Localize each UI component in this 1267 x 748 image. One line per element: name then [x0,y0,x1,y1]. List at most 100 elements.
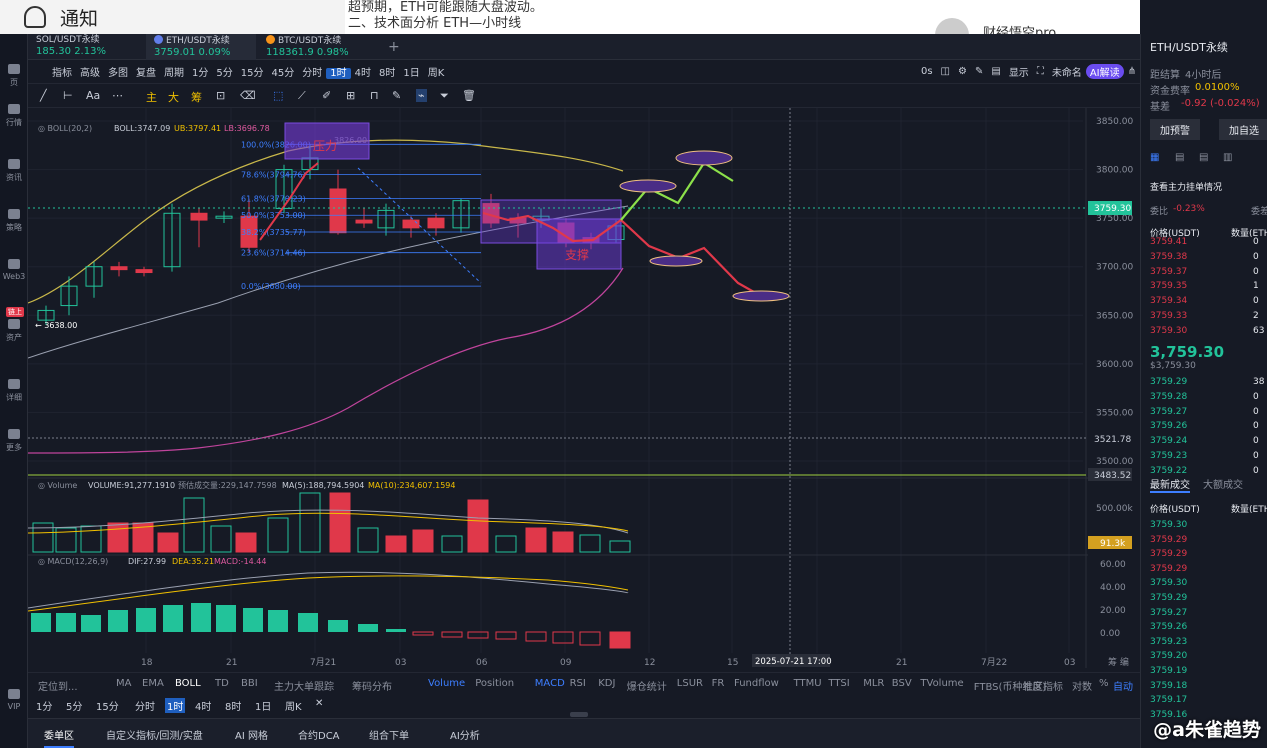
bottom-tab[interactable]: AI分析 [450,731,480,742]
cursor-tool-icon[interactable]: ⬚ [273,89,284,102]
timeframe-15分[interactable]: 15分 [96,702,119,713]
sidebar-item[interactable]: 详细 [0,379,28,403]
big-trades-tab[interactable]: 大额成交 [1203,480,1243,491]
add-tab-icon[interactable]: + [388,39,400,55]
bottom-tab[interactable]: 委单区 [44,727,74,748]
more-tools-icon[interactable]: ⋯ [112,89,123,102]
book-price[interactable]: 3759.22 [1150,465,1188,476]
indicator-tab[interactable]: RSI [569,678,586,689]
display-dropdown[interactable]: 显示 [1008,68,1029,79]
sidebar-item[interactable]: 资讯 [0,159,28,183]
trash-icon[interactable]: 🗑 [462,89,476,102]
timeframe-1分[interactable]: 1分 [36,702,53,713]
book-price[interactable]: 3759.34 [1150,296,1188,307]
book-price[interactable]: 3759.37 [1150,266,1188,277]
orderbook-layout-depth-icon[interactable]: ▥ [1223,152,1233,163]
sidebar-item[interactable]: VIP [0,689,28,711]
share-icon[interactable]: ⋔ [1127,66,1136,77]
indicator-tab[interactable]: LSUR [676,678,703,689]
interval-分时[interactable]: 分时 [302,68,323,79]
interval-1日[interactable]: 1日 [403,68,420,79]
auto-toggle[interactable]: 自动 [1113,682,1133,693]
clear-tool-icon[interactable]: ⌫ [240,89,256,102]
sidebar-item[interactable]: 更多 [0,429,28,453]
filter-tool-icon[interactable]: ⏷ [440,89,449,102]
orderbook-layout-asks-icon[interactable]: ▤ [1199,152,1209,163]
big-orders-button[interactable]: 大 [168,91,179,104]
interval-8时[interactable]: 8时 [378,68,396,79]
bottom-tab[interactable]: AI 网格 [235,731,268,742]
indicator-tab[interactable]: MA [116,678,132,689]
book-price[interactable]: 3759.24 [1150,436,1188,447]
tab-btc[interactable]: BTC/USDT永续 118361.9 0.98% [258,34,368,60]
sidebar-item[interactable]: Web3 [0,259,28,281]
indicator-tab[interactable]: 主力大单跟踪 [274,682,334,693]
interval-周K[interactable]: 周K [427,68,445,79]
timeframe-周K[interactable]: 周K [285,702,302,713]
add-alert-button[interactable]: 加预警 [1150,119,1200,140]
timeframe-1时[interactable]: 1时 [165,698,186,713]
log-toggle[interactable]: 对数 [1072,682,1092,693]
percent-toggle[interactable]: % [1099,678,1109,689]
magnet-tool-icon[interactable]: ⌁ [416,89,427,102]
brush-tool-icon[interactable]: ✐ [322,89,332,102]
book-price[interactable]: 3759.41 [1150,237,1188,247]
main-chips-button[interactable]: 主 [146,91,157,104]
indicator-tab[interactable]: BOLL [175,678,201,689]
main-orders-link[interactable]: 查看主力挂单情况 [1150,183,1223,193]
pattern-tool-icon[interactable]: ⊡ [216,89,226,102]
book-price[interactable]: 3759.30 [1150,325,1188,336]
indicator-tab[interactable]: KDJ [598,678,616,689]
indicator-tab[interactable]: TVolume [920,678,964,689]
interval-4时[interactable]: 4时 [354,68,371,79]
candlestick-chart[interactable]: 3850.00 3800.00 3750.00 3700.00 3650.00 3600.… [27,108,1140,668]
interval-45分[interactable]: 45分 [271,68,295,79]
interval-5分[interactable]: 5分 [216,68,233,79]
indicator-tab[interactable]: BBI [241,678,258,689]
book-price[interactable]: 3759.29 [1150,377,1188,387]
advanced-button[interactable]: 高级 [80,68,100,79]
tab-sol[interactable]: SOL/USDT永续 185.30 2.13% [28,34,143,60]
indicator-tab[interactable]: FR [711,678,725,689]
indicator-tab[interactable]: 定位到... [38,682,78,693]
lock-tool-icon[interactable]: ⊓ [370,89,379,102]
book-price[interactable]: 3759.33 [1150,311,1188,321]
edit-icon[interactable]: ✎ [974,66,984,77]
period-dropdown[interactable]: 周期 [164,68,184,79]
interval-15分[interactable]: 15分 [240,68,264,79]
bell-icon[interactable] [24,6,46,28]
ruler-tool-icon[interactable]: ⟋ [298,89,306,102]
timeframe-8时[interactable]: 8时 [225,702,242,713]
indicator-tab[interactable]: Position [475,678,515,689]
indicator-tab[interactable]: Volume [428,678,466,689]
sidebar-item[interactable]: 策略 [0,209,28,233]
layout-icon[interactable]: ▤ [991,66,1001,77]
trades-tab[interactable]: 最新成交 [1150,476,1190,493]
indicator-tab[interactable]: EMA [142,678,164,689]
interval-1分[interactable]: 1分 [192,68,209,79]
indicator-tab[interactable]: 筹码分布 [352,682,392,693]
camera-icon[interactable]: ◫ [940,66,950,77]
indicator-tab[interactable]: BSV [891,678,912,689]
book-price[interactable]: 3759.26 [1150,421,1188,432]
timeframe-4时[interactable]: 4时 [195,702,212,713]
timeframe-1日[interactable]: 1日 [255,702,272,713]
ai-read-button[interactable]: AI解读 [1085,64,1124,79]
settings-icon[interactable]: ⚙ [958,66,967,77]
sidebar-item[interactable]: 资产 [0,319,28,343]
panel-symbol[interactable]: ETH/USDT永续 [1150,41,1228,54]
bottom-tab[interactable]: 合约DCA [298,731,340,742]
line-tool-icon[interactable]: ╱ [40,89,47,102]
close-timeframe-icon[interactable]: ✕ [315,698,324,709]
fullscreen-icon[interactable]: ⛶ [1036,66,1044,77]
indicator-tab[interactable]: Fundflow [734,678,779,689]
cloud-dropdown[interactable]: 未命名 [1051,68,1082,79]
text-tool-icon[interactable]: Aa [86,89,101,102]
chart-canvas[interactable]: 3850.00 3800.00 3750.00 3700.00 3650.00 3600.… [27,108,1140,668]
book-price[interactable]: 3759.35 [1150,281,1188,292]
book-price[interactable]: 3759.28 [1150,391,1188,402]
bottom-tab[interactable]: 自定义指标/回测/实盘 [106,731,203,742]
orderbook-layout-bids-icon[interactable]: ▤ [1175,152,1185,163]
note-tool-icon[interactable]: ✎ [392,89,402,102]
community-indicators[interactable]: 社区指标 [1023,682,1063,693]
